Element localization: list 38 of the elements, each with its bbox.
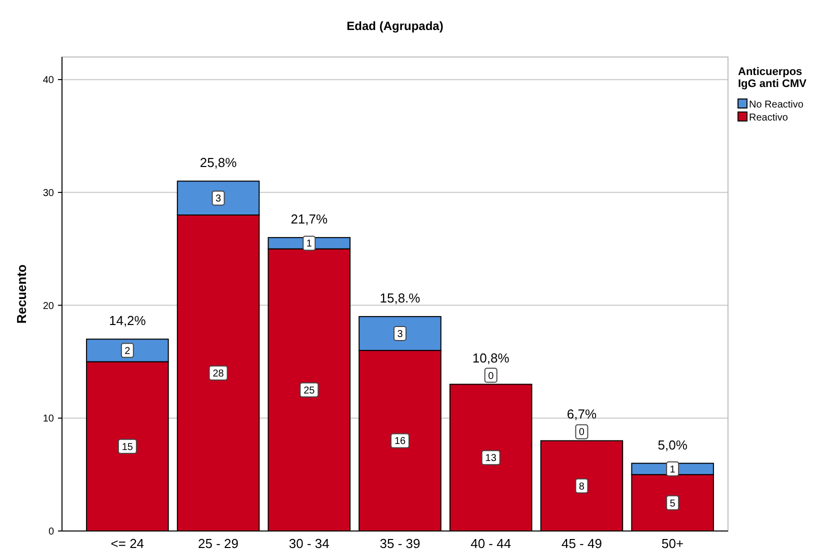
y-tick-label: 0 (48, 526, 54, 538)
y-tick-label: 10 (42, 414, 54, 425)
x-tick-label: 30 - 34 (288, 536, 330, 551)
x-tick-label: <= 24 (110, 536, 144, 551)
data-label: 0 (488, 370, 494, 382)
annotation: 6,7% (566, 406, 597, 422)
data-label: 1 (306, 238, 312, 250)
data-label: 1 (670, 464, 676, 476)
data-label: 28 (212, 368, 224, 380)
y-tick-label: 30 (42, 188, 54, 199)
x-tick-label: 45 - 49 (561, 536, 602, 551)
x-tick-label: 40 - 44 (470, 536, 512, 551)
data-label: 5 (670, 498, 676, 510)
annotation: 25,8% (200, 155, 238, 170)
x-tick-label: 25 - 29 (198, 536, 239, 551)
x-tick-label: 50+ (662, 536, 684, 551)
annotation: 14,2% (108, 313, 146, 328)
data-label: 8 (578, 481, 585, 492)
data-label: 3 (216, 194, 222, 205)
data-label: 13 (485, 453, 497, 464)
data-label: 16 (394, 436, 406, 448)
annotation: 10,8% (472, 350, 510, 366)
legend-label: No Reactivo (749, 100, 804, 110)
y-tick-label: 40 (42, 75, 54, 86)
data-label: 25 (304, 385, 316, 396)
chart-title: Edad (Agrupada) (346, 19, 444, 33)
legend-title: Anticuerpos IgG anti CMV (738, 66, 808, 90)
y-tick-label: 20 (42, 300, 54, 312)
data-label: 0 (578, 427, 585, 438)
data-label: 2 (124, 346, 131, 357)
y-axis-title: Recuento (14, 264, 29, 324)
legend-label: Reactivo (749, 112, 788, 124)
data-label: 3 (397, 329, 404, 340)
annotation: 21,7% (290, 212, 328, 227)
x-tick-label: 35 - 39 (380, 536, 420, 551)
annotation: 15,8.% (380, 290, 421, 306)
data-label: 15 (122, 442, 134, 453)
annotation: 5,0% (658, 437, 688, 452)
